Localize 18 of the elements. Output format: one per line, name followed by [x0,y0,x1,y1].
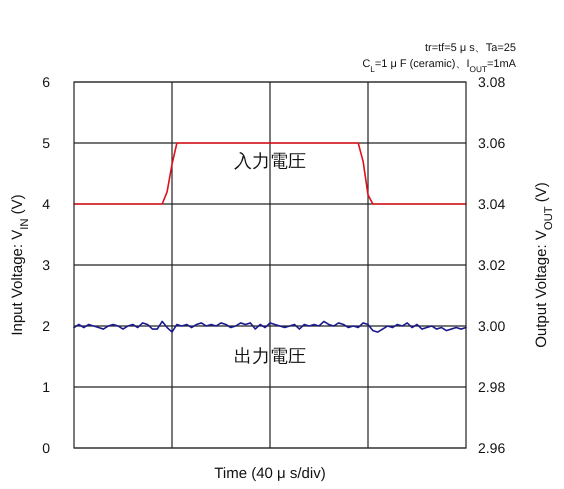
y-tick-label: 5 [42,135,50,151]
y-tick-label: 1 [42,379,50,395]
series-label: 出力電圧 [234,346,306,366]
y2-tick-label: 3.00 [478,318,506,334]
y-tick-label: 3 [42,257,50,273]
y2-tick-label: 2.96 [478,440,506,456]
y-tick-label: 0 [42,440,50,456]
y-tick-label: 4 [42,196,50,212]
y2-tick-label: 3.02 [478,257,506,273]
y2-tick-label: 3.06 [478,135,506,151]
x-axis-title: Time (40 μ s/div) [214,465,326,482]
y2-tick-label: 3.08 [478,74,506,90]
y2-tick-label: 3.04 [478,196,506,212]
y-tick-label: 6 [42,74,50,90]
y-tick-label: 2 [42,318,50,334]
series-label: 入力電圧 [234,151,306,171]
text: tr=tf=5 μ s、Ta=25 C$_{L}$=1 μ F (ceramic)、I$_{OUT}$=1mA [362,42,516,74]
y2-tick-label: 2.98 [478,379,506,395]
